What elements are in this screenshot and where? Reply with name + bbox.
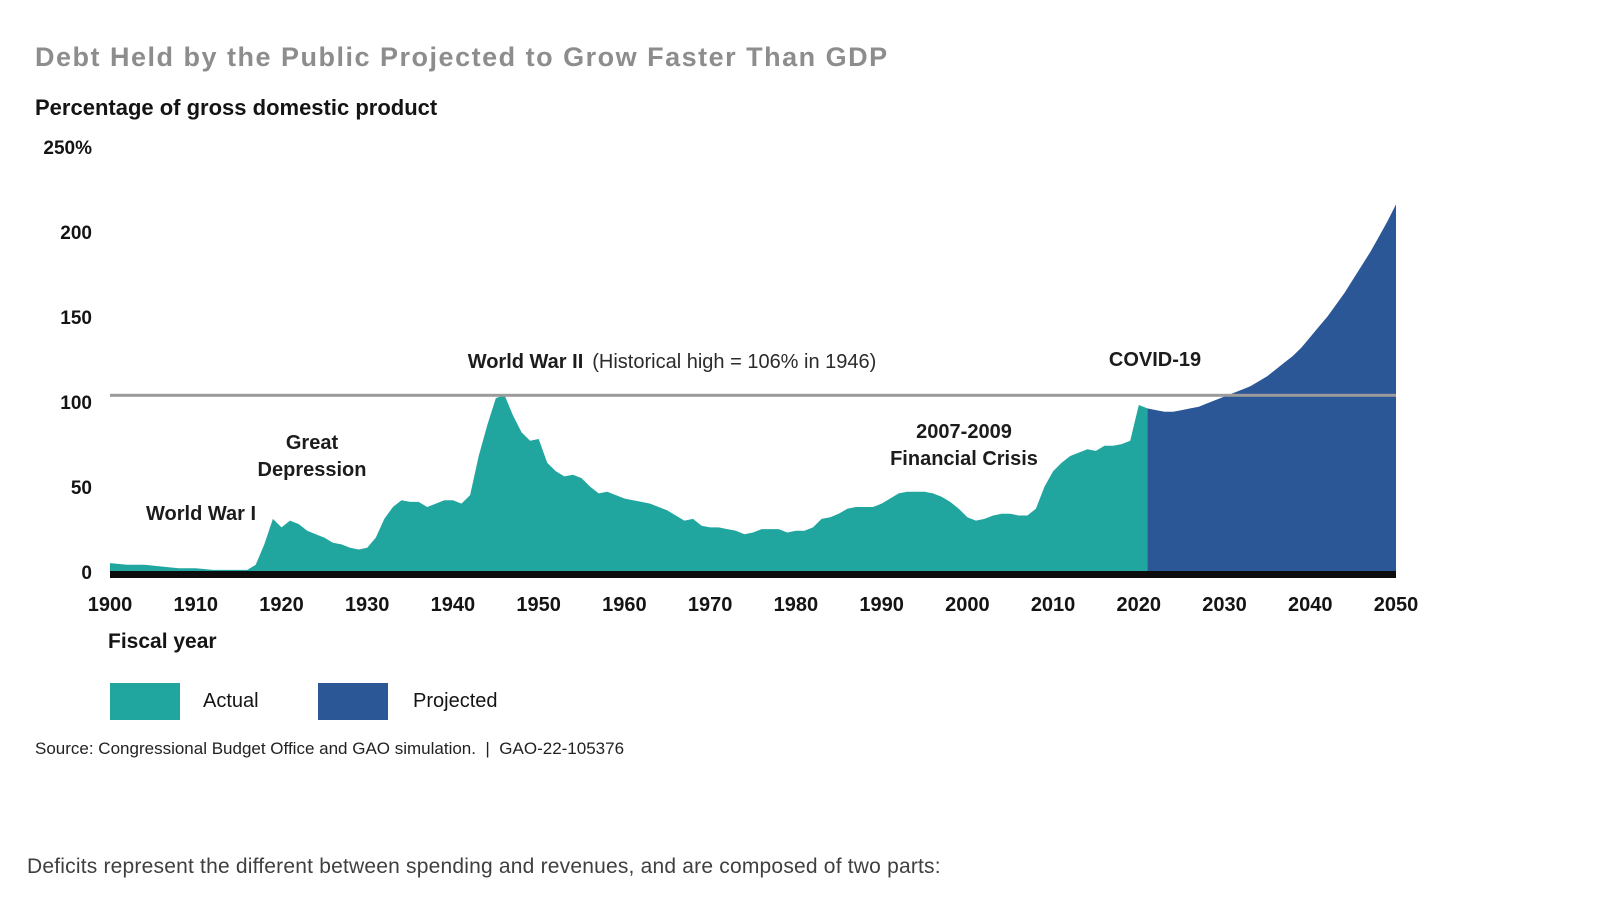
x-tick-2050: 2050 [1373, 594, 1419, 616]
x-tick-1940: 1940 [430, 594, 476, 616]
annotation-historical-high: (Historical high = 106% in 1946) [592, 351, 877, 373]
annotation-financial-crisis-line2: Financial Crisis [890, 448, 1038, 470]
source-note: Source: Congressional Budget Office and … [35, 739, 625, 758]
annotation-great-depression-line2: Depression [257, 459, 367, 481]
annotation-covid-19: COVID-19 [1108, 349, 1202, 371]
x-axis-line [110, 571, 1396, 578]
x-tick-1970: 1970 [687, 594, 733, 616]
annotation-financial-crisis-line1: 2007-2009 [916, 421, 1012, 443]
y-axis: 250% 200 150 100 50 0 [0, 0, 92, 760]
chart-subtitle: Percentage of gross domestic product [35, 95, 438, 120]
x-tick-2030: 2030 [1202, 594, 1247, 616]
legend-swatch-actual [110, 683, 180, 720]
annotation-world-war-2: World War II (Historical high = 106% in 1… [468, 349, 877, 376]
x-tick-1950: 1950 [516, 594, 561, 616]
chart-title: Debt Held by the Public Projected to Gro… [35, 42, 889, 72]
historical-high-line [110, 393, 1396, 397]
annotation-world-war-2-label: World War II [467, 351, 584, 373]
y-tick-100: 100 [60, 393, 92, 414]
y-tick-250: 250% [43, 138, 92, 159]
x-tick-1900: 1900 [87, 594, 133, 616]
body-paragraph: Deficits represent the different between… [27, 855, 941, 878]
legend-label-actual: Actual [203, 690, 259, 712]
y-tick-200: 200 [60, 223, 92, 244]
x-tick-2040: 2040 [1288, 594, 1333, 616]
x-tick-1930: 1930 [344, 594, 390, 616]
x-tick-1920: 1920 [259, 594, 304, 616]
x-tick-1910: 1910 [173, 594, 218, 616]
x-tick-2020: 2020 [1116, 594, 1162, 616]
legend-swatch-projected [318, 683, 388, 720]
annotation-great-depression-line1: Great [285, 432, 339, 454]
annotation-financial-crisis: 2007-2009 Financial Crisis [890, 419, 1038, 473]
legend-label-projected: Projected [413, 690, 498, 712]
y-tick-50: 50 [70, 478, 92, 499]
annotation-world-war-1: World War I [146, 503, 256, 525]
y-tick-0: 0 [81, 563, 92, 584]
x-tick-2010: 2010 [1030, 594, 1076, 616]
x-tick-1980: 1980 [773, 594, 819, 616]
x-axis-title: Fiscal year [108, 630, 217, 653]
actual-area-series [110, 394, 1148, 574]
annotation-great-depression: Great Depression [258, 430, 367, 484]
x-tick-1990: 1990 [859, 594, 904, 616]
x-tick-1960: 1960 [602, 594, 647, 616]
y-tick-150: 150 [60, 308, 92, 329]
x-tick-2000: 2000 [945, 594, 990, 616]
projected-area-series [1147, 204, 1396, 574]
